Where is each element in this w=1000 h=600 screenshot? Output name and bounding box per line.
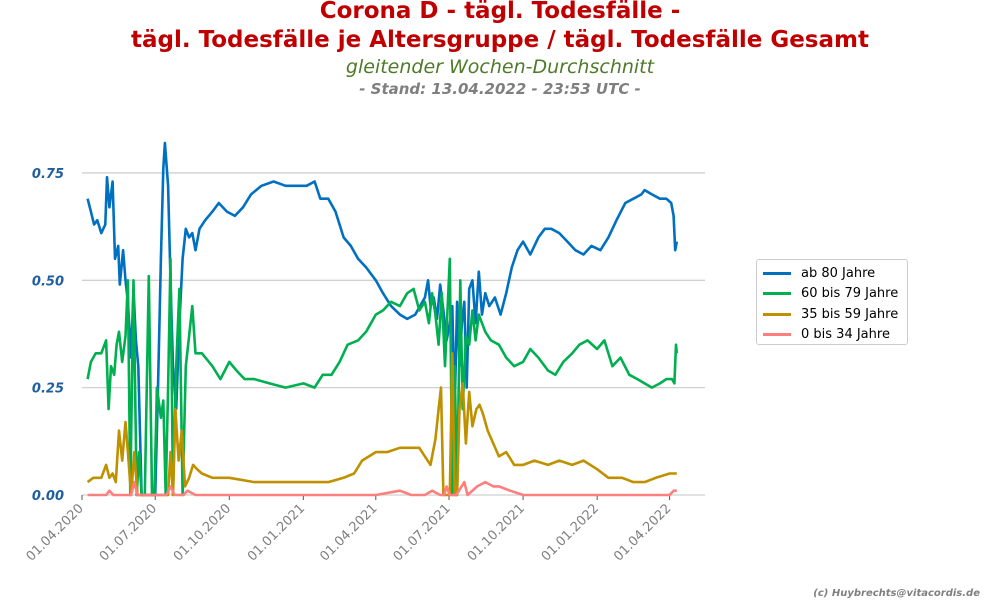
legend-label: ab 80 Jahre [801, 265, 876, 281]
legend-item: 60 bis 79 Jahre [763, 284, 907, 305]
chart-title-line1: Corona D - tägl. Todesfälle - [319, 0, 681, 24]
y-tick-label: 0.00 [32, 489, 64, 504]
chart-subtitle: gleitender Wochen-Durchschnitt [345, 56, 655, 78]
legend-item: ab 80 Jahre [763, 263, 907, 284]
legend-label: 0 bis 34 Jahre [801, 327, 890, 343]
chart-title-line2: tägl. Todesfälle je Altersgruppe / tägl.… [131, 27, 869, 53]
legend-swatch [763, 292, 791, 296]
legend-label: 35 bis 59 Jahre [801, 306, 899, 322]
legend-swatch [763, 312, 791, 316]
series-line-3 [87, 480, 677, 497]
x-tick-label: 01.04.2020 [24, 501, 87, 564]
x-tick-label: 01.04.2021 [317, 501, 380, 564]
x-tick-label: 01.10.2020 [171, 501, 234, 564]
credit-footer: (c) Huybrechts@vitacordis.de [813, 588, 980, 599]
x-tick-label: 01.07.2020 [97, 501, 160, 564]
y-tick-label: 0.50 [32, 274, 64, 289]
series-line-0 [86, 141, 679, 497]
chart-legend: ab 80 Jahre 60 bis 79 Jahre 35 bis 59 Jahr… [756, 259, 908, 345]
x-tick-label: 01.04.2022 [611, 501, 674, 564]
chart-timestamp: - Stand: 13.04.2022 - 23:53 UTC - [359, 80, 641, 98]
legend-item: 35 bis 59 Jahre [763, 304, 907, 325]
x-tick-label: 01.07.2021 [391, 501, 454, 564]
y-tick-label: 0.25 [32, 382, 64, 397]
legend-swatch [763, 333, 791, 337]
x-tick-label: 01.10.2021 [465, 501, 528, 564]
legend-label: 60 bis 79 Jahre [801, 286, 899, 302]
x-tick-label: 01.01.2022 [539, 501, 602, 564]
legend-swatch [763, 271, 791, 275]
legend-item: 0 bis 34 Jahre [763, 325, 907, 346]
y-tick-label: 0.75 [32, 167, 64, 182]
x-tick-label: 01.01.2021 [245, 501, 308, 564]
